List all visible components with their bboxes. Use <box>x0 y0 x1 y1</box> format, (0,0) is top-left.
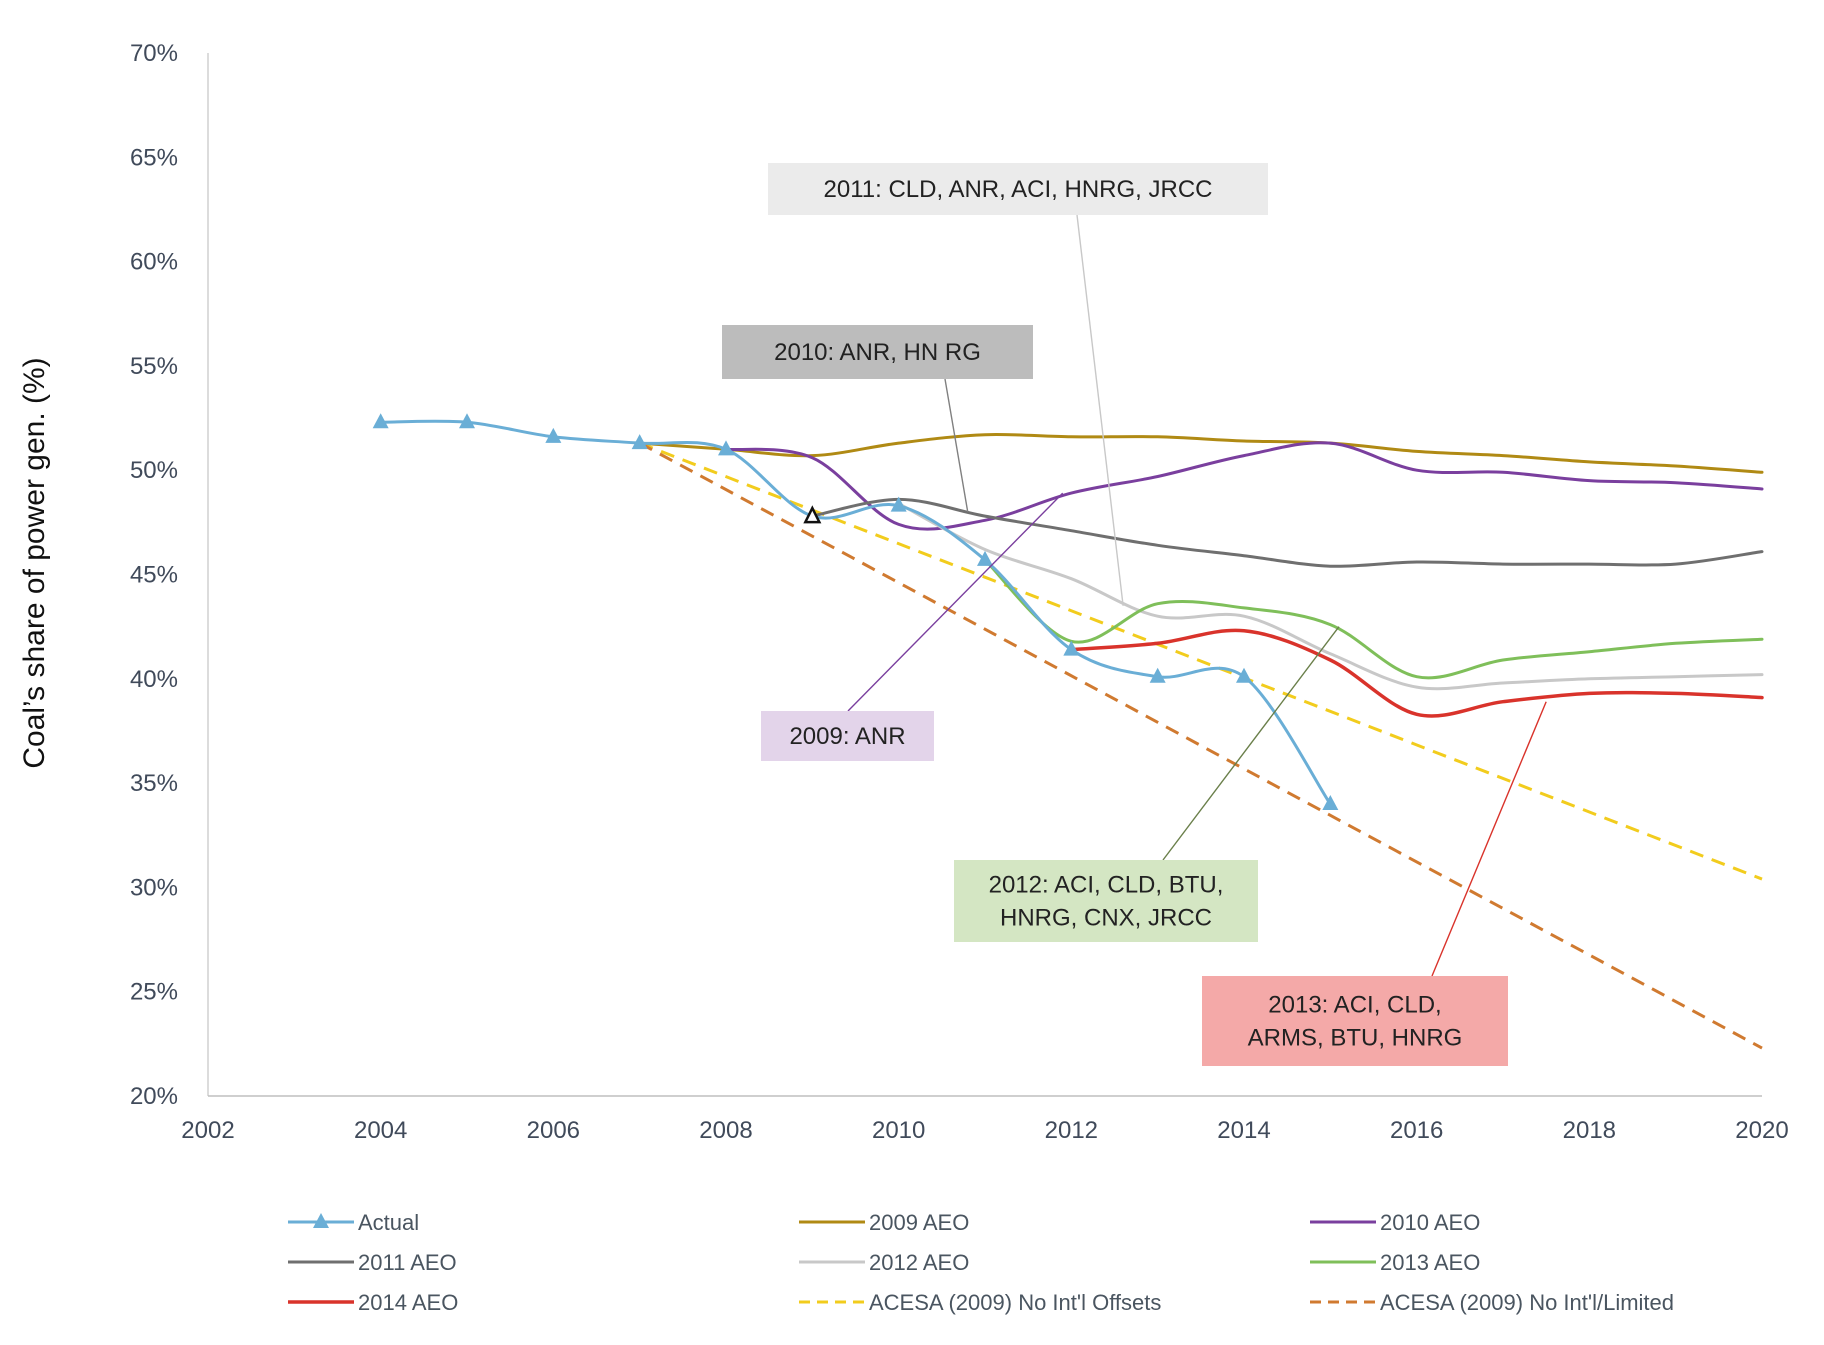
data-point-marker <box>1322 794 1339 810</box>
legend-marker <box>313 1213 329 1228</box>
y-tick-label: 40% <box>130 666 178 693</box>
legend-item-2013-aeo: 2013 AEO <box>1310 1250 1480 1275</box>
series-2011-aeo <box>810 497 1764 568</box>
legend-label: 2011 AEO <box>358 1250 457 1275</box>
y-axis-label: Coal’s share of power gen. (%) <box>18 357 51 768</box>
series-2012-aeo <box>897 502 1764 691</box>
y-tick-label: 65% <box>130 144 178 171</box>
series-line-2009-aeo <box>638 433 1764 474</box>
annotation-box <box>761 711 934 761</box>
data-point-marker <box>1063 640 1080 656</box>
x-tick-label: 2008 <box>699 1117 752 1144</box>
legend-label: 2013 AEO <box>1380 1250 1480 1275</box>
data-point-marker <box>372 413 389 429</box>
annotation-leader-2013 <box>1431 701 1547 977</box>
data-point-marker <box>631 434 648 450</box>
series-line-2013-aeo <box>983 558 1764 680</box>
annotation-leader-2010 <box>944 378 969 513</box>
data-point-marker-highlight <box>803 505 822 524</box>
x-tick-label: 2010 <box>872 1117 925 1144</box>
y-tick-label: 55% <box>130 353 178 380</box>
series-line-2014-aeo <box>1069 628 1764 718</box>
y-tick-label: 45% <box>130 562 178 589</box>
annotation-label: 2009: ANR <box>789 723 905 750</box>
legend-label: Actual <box>358 1210 419 1235</box>
legend-item-2010-aeo: 2010 AEO <box>1310 1210 1480 1235</box>
x-tick-label: 2012 <box>1045 1117 1098 1144</box>
annotation-label: HNRG, CNX, JRCC <box>1000 905 1212 932</box>
legend: Actual 2009 AEO 2010 AEO 2011 AEO 2012 AEO 20… <box>288 1210 1674 1315</box>
annotation-label: ARMS, BTU, HNRG <box>1248 1025 1463 1052</box>
legend-label: ACESA (2009) No Int'l Offsets <box>869 1290 1161 1315</box>
series-line-acesa-2009-no-int-l-limited <box>638 441 1763 1050</box>
legend-item-2014-aeo: 2014 AEO <box>288 1290 458 1315</box>
annotation-label: 2010: ANR, HN RG <box>774 339 981 366</box>
series-line-2012-aeo <box>897 502 1764 691</box>
annotation-leader-2012 <box>1162 626 1340 861</box>
series-2010-aeo <box>724 441 1764 531</box>
annotation-box <box>1202 976 1508 1066</box>
legend-item-2009-aeo: 2009 AEO <box>799 1210 969 1235</box>
legend-label: 2009 AEO <box>869 1210 969 1235</box>
y-tick-label: 70% <box>130 40 178 67</box>
annotation-label: 2011: CLD, ANR, ACI, HNRG, JRCC <box>824 176 1213 203</box>
series-acesa-2009-no-int-l-limited <box>638 441 1763 1050</box>
annotation-2010: 2010: ANR, HN RG <box>722 325 1033 379</box>
annotation-label: 2013: ACI, CLD, <box>1268 992 1441 1019</box>
legend-label: ACESA (2009) No Int'l/Limited <box>1380 1290 1674 1315</box>
annotation-2012: 2012: ACI, CLD, BTU, HNRG, CNX, JRCC <box>954 860 1258 942</box>
annotation-leader-2009 <box>847 492 1064 712</box>
x-tick-label: 2006 <box>527 1117 580 1144</box>
x-tick-label: 2020 <box>1735 1117 1788 1144</box>
x-tick-label: 2016 <box>1390 1117 1443 1144</box>
data-point-marker <box>459 413 475 429</box>
data-point-marker <box>977 550 993 566</box>
series-2014-aeo <box>1069 628 1764 718</box>
series-2009-aeo <box>638 433 1764 474</box>
annotation-label: 2012: ACI, CLD, BTU, <box>989 872 1224 899</box>
annotation-2009: 2009: ANR <box>761 711 934 761</box>
annotation-2013: 2013: ACI, CLD, ARMS, BTU, HNRG <box>1202 976 1508 1066</box>
series-2013-aeo <box>983 558 1764 680</box>
legend-label: 2014 AEO <box>358 1290 458 1315</box>
series-line-acesa-2009-no-int-l-offsets <box>639 441 1763 881</box>
y-tick-label: 25% <box>130 979 178 1006</box>
annotation-box <box>722 325 1033 379</box>
legend-item-2011-aeo: 2011 AEO <box>288 1250 457 1275</box>
x-tick-label: 2018 <box>1563 1117 1616 1144</box>
legend-item-actual: Actual <box>288 1210 419 1235</box>
annotation-leaders <box>847 214 1547 977</box>
y-tick-label: 30% <box>130 874 178 901</box>
series-line-2011-aeo <box>810 497 1764 568</box>
annotation-2011: 2011: CLD, ANR, ACI, HNRG, JRCC <box>768 163 1268 215</box>
series-layer <box>372 413 1764 1050</box>
annotations: 2011: CLD, ANR, ACI, HNRG, JRCC 2010: ANR… <box>722 163 1508 1066</box>
y-tick-label: 35% <box>130 770 178 797</box>
legend-label: 2010 AEO <box>1380 1210 1480 1235</box>
data-point-marker <box>718 440 734 456</box>
legend-item-acesa-2009-no-int-l-limited: ACESA (2009) No Int'l/Limited <box>1310 1290 1674 1315</box>
legend-label: 2012 AEO <box>869 1250 969 1275</box>
series-acesa-2009-no-int-l-offsets <box>639 441 1763 881</box>
y-tick-label: 50% <box>130 457 178 484</box>
annotation-leader-2011 <box>1076 214 1124 606</box>
data-point-marker <box>1236 667 1252 683</box>
y-tick-label: 60% <box>130 249 178 276</box>
legend-item-acesa-2009-no-int-l-offsets: ACESA (2009) No Int'l Offsets <box>799 1290 1161 1315</box>
x-tick-label: 2004 <box>354 1117 407 1144</box>
x-tick-label: 2002 <box>181 1117 234 1144</box>
axes: 20% 25% 30% 35% 40% 45% 50% 55% 60% 65% 70% 2002 200… <box>130 40 1789 1144</box>
annotation-box <box>954 860 1258 942</box>
series-line-2010-aeo <box>724 441 1764 531</box>
x-tick-label: 2014 <box>1217 1117 1270 1144</box>
data-point-marker <box>1149 667 1166 683</box>
data-point-marker <box>545 427 562 443</box>
y-tick-label: 20% <box>130 1083 178 1110</box>
legend-item-2012-aeo: 2012 AEO <box>799 1250 969 1275</box>
data-point-marker <box>890 496 907 512</box>
annotation-box <box>768 163 1268 215</box>
